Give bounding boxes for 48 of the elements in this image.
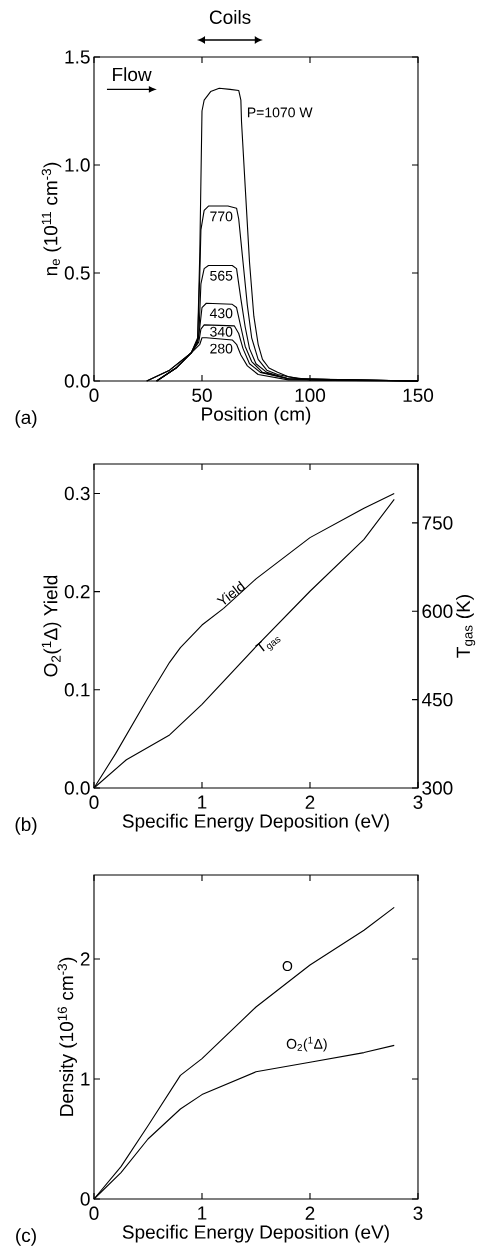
y-tick-label: 0.5: [64, 266, 90, 280]
y-tick-label: 0.0: [64, 781, 90, 795]
series-label: O: [282, 961, 293, 971]
text: (c): [16, 1228, 36, 1246]
x-tick-label: 2: [305, 1206, 315, 1220]
annotation: Flow: [113, 67, 152, 82]
y-tick-label: 1.5: [65, 50, 90, 64]
x-axis-title: Specific Energy Deposition (eV): [122, 813, 389, 832]
x-tick-label: 3: [413, 795, 423, 809]
y2-tick-label: 300: [422, 781, 453, 795]
y-tick-label: 1: [81, 1072, 90, 1086]
x-tick-label: 0: [89, 795, 99, 809]
x-tick-label: 0: [89, 388, 99, 402]
series-label: 430: [209, 308, 233, 319]
x-tick-label: 0: [89, 1206, 99, 1220]
y2-axis-title: T$_{gas}$ (K): [456, 595, 476, 658]
x-tick-label: 3: [413, 1206, 423, 1220]
series-label: O$_{2}$($^{1}$Δ): [286, 1036, 327, 1052]
x-tick-label: 2: [305, 795, 315, 809]
y-tick-label: 0.3: [64, 486, 90, 501]
text: T$_{gas}$: [255, 637, 281, 652]
series-label: 280: [210, 343, 233, 354]
x-tick-label: 50: [192, 388, 212, 402]
series-label: 770: [210, 211, 233, 222]
y2-tick-label: 750: [422, 516, 453, 530]
y2-tick-label: 600: [422, 604, 453, 618]
series-label: 565: [210, 270, 233, 281]
series-label: 340: [210, 326, 233, 337]
y-tick-label: 0.1: [64, 683, 90, 697]
x-axis-title: Position (cm): [202, 406, 311, 425]
y-axis-title: Density (10$^{16}$ cm$^{-3}$): [57, 957, 78, 1116]
text: Coils: [209, 10, 251, 24]
text: (b): [15, 817, 37, 835]
x-tick-label: 100: [295, 388, 326, 402]
text: (a): [15, 410, 37, 428]
y-tick-label: 0: [80, 1192, 90, 1206]
x-tick-label: 150: [403, 388, 434, 402]
y-tick-label: 1.0: [65, 158, 90, 172]
y-tick-label: 2: [80, 952, 90, 966]
y-axis-title: n$_{e}$ (10$^{11}$ cm$^{-3}$): [41, 162, 62, 276]
y-tick-label: 0.0: [64, 374, 90, 388]
y2-tick-label: 450: [421, 692, 453, 707]
x-axis-title: Specific Energy Deposition (eV): [122, 1224, 389, 1243]
x-tick-label: 1: [198, 795, 207, 809]
x-tick-label: 1: [198, 1206, 207, 1220]
y-tick-label: 0.2: [64, 584, 90, 599]
y-axis-title: O$_{2}$($^{1}$Δ) Yield: [41, 575, 62, 677]
series-label: P=1070 W: [247, 107, 313, 118]
